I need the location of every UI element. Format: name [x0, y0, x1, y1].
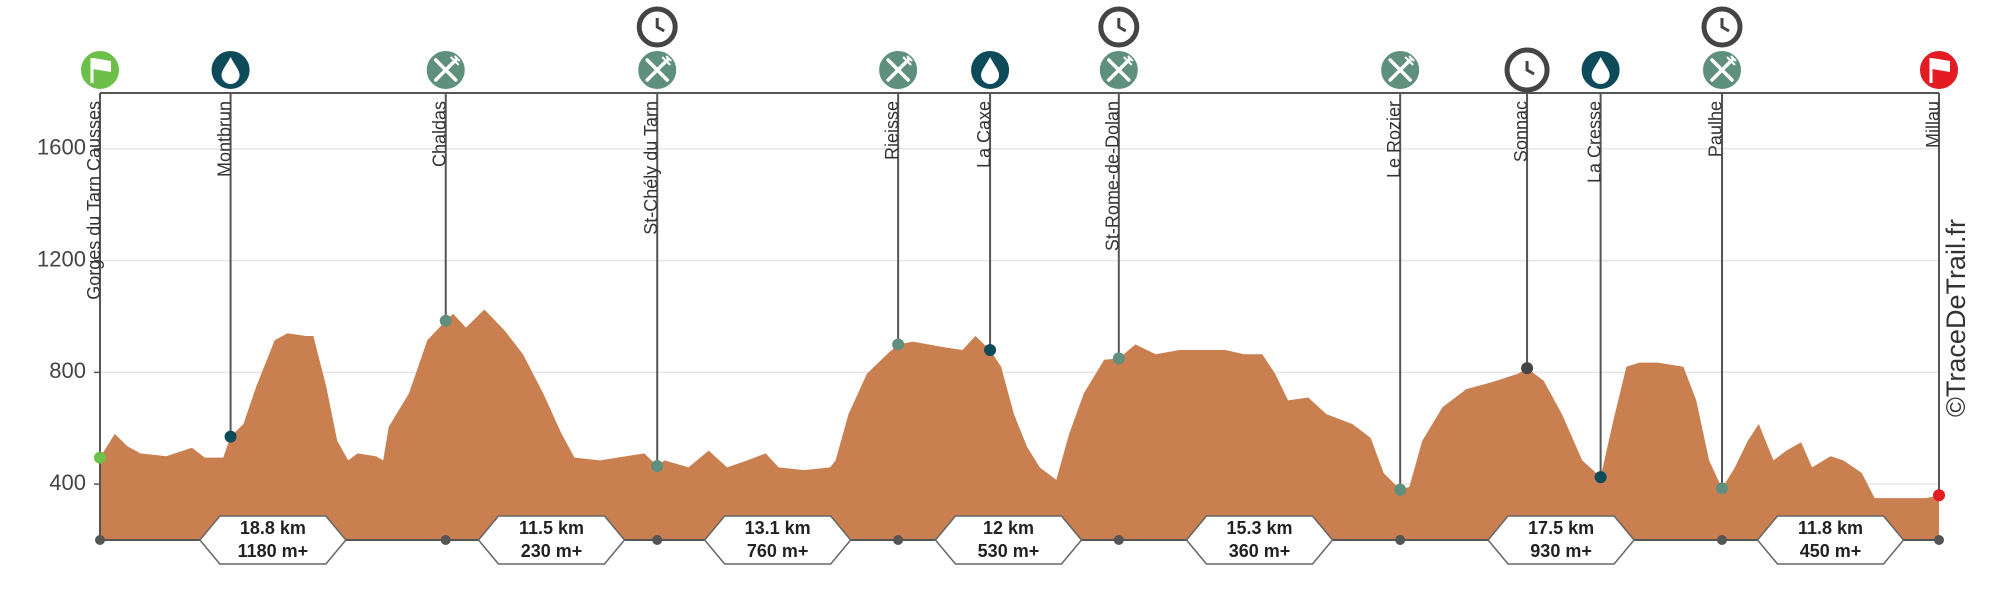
segment-distance: 15.3 km [1226, 518, 1292, 538]
waypoint-marker [651, 459, 664, 472]
fork-tines [1726, 55, 1737, 66]
waypoint-marker [1715, 482, 1728, 495]
clock-hands [1117, 18, 1127, 33]
fork-tines [661, 55, 672, 66]
segment-boundary [652, 535, 663, 545]
waypoint-label: Millau [1923, 101, 1943, 148]
waypoint-marker [439, 314, 452, 327]
waypoint-label: Gorges du Tarn Causses [84, 101, 104, 300]
y-tick-label: 800 [49, 358, 86, 383]
segment-distance: 13.1 km [745, 518, 811, 538]
waypoint-label: Paulhe [1706, 101, 1726, 157]
waypoint-marker [1394, 483, 1407, 496]
waypoint-marker [94, 451, 106, 464]
segment-climb: 230 m+ [521, 541, 583, 561]
watermark: ©TraceDeTrail.fr [1941, 219, 1971, 417]
segment-boundary [1934, 535, 1944, 545]
fork-tines [1404, 55, 1415, 66]
y-tick-label: 1600 [37, 135, 86, 160]
clock-hands [1720, 18, 1730, 33]
segment-boundary [440, 535, 451, 545]
drop [981, 57, 1000, 84]
segment-badge [1756, 515, 1905, 565]
segment-distance: 11.5 km [519, 518, 584, 538]
clock-hands [655, 18, 665, 33]
waypoint-label: La Cresse [1584, 101, 1604, 183]
y-tick-label: 1200 [37, 246, 86, 271]
segment-climb: 930 m+ [1530, 541, 1592, 561]
fork-tines [1123, 55, 1134, 66]
segment-distance: 17.5 km [1528, 518, 1594, 538]
waypoint-marker [1933, 489, 1945, 502]
waypoint-marker [1521, 362, 1534, 375]
segment-climb: 1180 m+ [238, 541, 309, 561]
segment-boundary [1113, 535, 1124, 545]
knife [433, 58, 458, 82]
knife [1107, 58, 1131, 82]
knife [1388, 58, 1412, 82]
segment-boundary [893, 535, 904, 545]
waypoint-label: St-Chély du Tarn [641, 101, 661, 235]
segment-boundary [95, 535, 105, 545]
segment-distance: 18.8 km [240, 518, 306, 538]
waypoint-marker [1594, 471, 1607, 484]
segment-climb: 760 m+ [747, 541, 809, 561]
segment-climb: 450 m+ [1800, 541, 1862, 561]
segment-climb: 530 m+ [978, 541, 1040, 561]
waypoint-marker [1112, 352, 1125, 365]
segment-boundary [1716, 535, 1727, 545]
waypoint-marker [224, 430, 237, 443]
drop [1591, 57, 1610, 84]
segment-badge [934, 515, 1083, 565]
waypoint-label: Le Rozier [1384, 101, 1404, 178]
segment-badge [703, 515, 852, 565]
knife [886, 58, 910, 82]
waypoint-label: Sonnac [1511, 101, 1531, 162]
knife [645, 58, 669, 82]
fork-tines [902, 55, 913, 66]
fork-tines [450, 55, 461, 66]
drop [221, 57, 240, 84]
segment-badge [198, 515, 347, 565]
segment-boundary [1395, 535, 1406, 545]
waypoint-marker [984, 344, 997, 357]
clock-hands [1525, 61, 1535, 76]
segment-badge [1185, 515, 1334, 565]
flag [1932, 58, 1950, 72]
waypoint-label: Montbrun [214, 101, 234, 177]
segment-distance: 11.8 km [1798, 518, 1863, 538]
waypoint-label: La Caxe [974, 101, 994, 168]
waypoint-label: St-Rome-de-Dolan [1103, 101, 1123, 251]
segment-badge [477, 515, 626, 565]
segment-distance: 12 km [983, 518, 1034, 538]
waypoint-label: Rieisse [882, 101, 902, 160]
segment-climb: 360 m+ [1229, 541, 1291, 561]
knife [1710, 58, 1734, 82]
y-tick-label: 400 [49, 470, 86, 495]
waypoint-marker [892, 338, 905, 351]
segment-badge [1487, 515, 1636, 565]
elevation-area [100, 309, 1939, 540]
flag [93, 58, 111, 72]
waypoint-label: Chaldas [429, 101, 449, 167]
